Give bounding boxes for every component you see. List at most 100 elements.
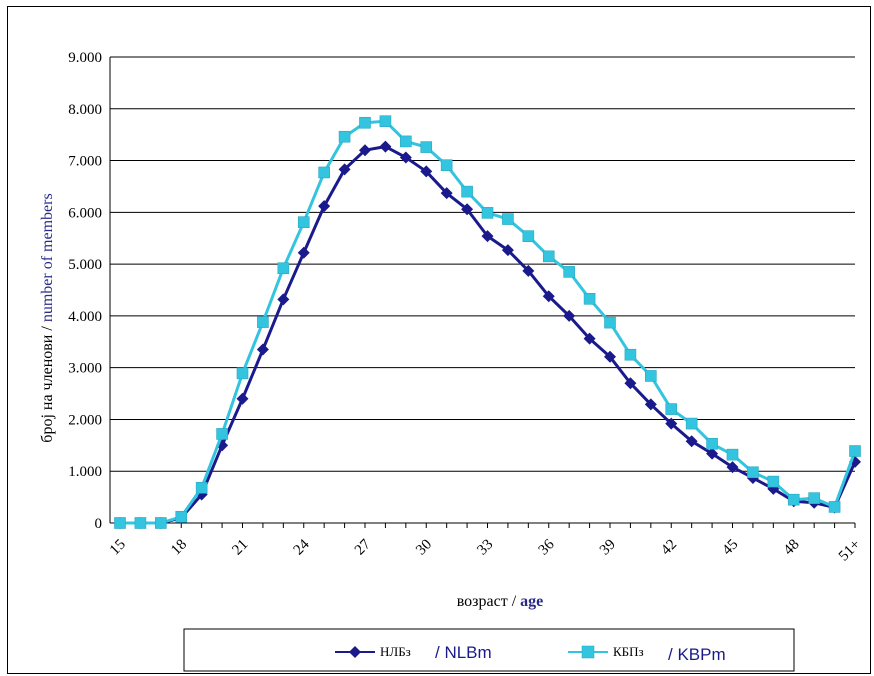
x-tick-label: 39 — [597, 537, 619, 559]
x-tick-label: 45 — [719, 537, 741, 559]
data-point — [359, 144, 371, 157]
data-point — [481, 230, 494, 243]
data-point — [461, 203, 474, 216]
data-point — [583, 332, 596, 345]
x-axis-label-a: возраст / — [457, 593, 517, 610]
data-point — [379, 115, 392, 128]
y-tick-label: 4.000 — [68, 309, 102, 325]
legend-label-a-nlbm: НЛБз — [380, 644, 411, 659]
legend-label-a-kbpm: КБПз — [613, 644, 644, 659]
data-point — [420, 165, 433, 178]
data-point — [849, 445, 861, 457]
y-tick-label: 9.000 — [68, 50, 102, 66]
data-point — [399, 151, 412, 164]
x-axis-label: возраст / age — [457, 593, 544, 610]
data-point — [297, 216, 310, 228]
data-point — [338, 163, 351, 176]
x-tick-label: 21 — [229, 537, 251, 559]
data-point — [379, 140, 392, 153]
y-tick-label: 8.000 — [68, 102, 102, 118]
data-point — [583, 293, 596, 305]
y-tick-label: 3.000 — [68, 361, 102, 377]
data-point — [236, 367, 249, 380]
data-point — [685, 417, 698, 430]
data-point — [359, 116, 371, 129]
data-point — [155, 517, 167, 529]
x-tick-label: 24 — [291, 536, 313, 558]
data-point — [440, 159, 453, 172]
data-point — [277, 293, 290, 306]
x-tick-label: 48 — [781, 537, 803, 559]
series-group — [114, 115, 861, 529]
data-point — [216, 428, 228, 440]
data-point — [318, 200, 331, 213]
x-tick-label: 33 — [474, 537, 496, 559]
y-tick-label: 5.000 — [68, 257, 102, 273]
x-tick-label: 30 — [413, 537, 435, 559]
data-point — [481, 207, 494, 219]
data-point — [685, 435, 698, 448]
x-tick-label: 51+ — [836, 537, 864, 565]
data-point — [114, 517, 126, 529]
data-point — [338, 130, 351, 143]
data-point — [236, 392, 249, 405]
data-point — [195, 481, 208, 494]
data-point — [644, 398, 657, 411]
chart-frame — [7, 6, 871, 674]
data-point — [645, 370, 657, 382]
data-point — [420, 141, 433, 153]
data-point — [808, 492, 820, 504]
x-tick-label: 42 — [658, 537, 680, 559]
legend-label-b-kbpm: / KBPm — [668, 645, 726, 664]
data-point — [134, 517, 147, 529]
legend-item-nlbm: НЛБз / NLBm — [335, 643, 492, 662]
data-point — [787, 493, 800, 506]
data-point — [542, 250, 555, 263]
x-tick-label: 18 — [168, 537, 190, 559]
data-point — [767, 475, 780, 488]
gridlines — [109, 56, 856, 528]
y-axis-label-b: number of members — [39, 193, 56, 322]
legend: НЛБз / NLBm КБПз / KBPm — [183, 628, 795, 672]
data-point — [440, 187, 453, 200]
data-point — [665, 417, 678, 430]
data-point — [624, 348, 637, 361]
data-point — [624, 377, 637, 390]
data-point — [828, 501, 841, 513]
y-axis-label: број на членови / number of members — [39, 193, 56, 442]
x-tick-label: 27 — [352, 536, 374, 558]
y-tick-label: 6.000 — [68, 205, 102, 221]
y-tick-label: 2.000 — [68, 412, 102, 428]
x-tick-label: 15 — [107, 537, 129, 559]
legend-label-b-nlbm: / NLBm — [435, 643, 492, 662]
x-tick-labels: 15 18 21 24 27 30 33 36 39 42 45 48 51+ — [107, 536, 864, 564]
data-point — [604, 316, 616, 329]
series-1 — [114, 115, 861, 529]
y-axis-label-a: број на членови / — [39, 326, 56, 443]
data-point — [175, 510, 188, 523]
data-point — [563, 266, 575, 278]
data-point — [318, 166, 330, 179]
data-point — [400, 135, 412, 148]
y-tick-labels: 0 1.000 2.000 3.000 4.000 5.000 6.000 7.000 8.00… — [68, 50, 102, 532]
data-point — [461, 185, 473, 198]
series-line — [120, 119, 857, 525]
legend-box — [183, 628, 795, 672]
data-point — [706, 447, 719, 460]
data-point — [726, 461, 739, 474]
x-tick-label: 36 — [536, 536, 558, 558]
legend-marker-diamond — [349, 646, 361, 658]
legend-marker-square — [581, 645, 595, 659]
y-tick-label: 1.000 — [68, 464, 102, 480]
data-point — [501, 244, 514, 257]
data-point — [542, 290, 555, 303]
data-point — [706, 437, 718, 450]
data-point — [747, 466, 759, 479]
data-point — [297, 246, 310, 259]
data-point — [256, 343, 269, 356]
data-point — [257, 316, 269, 328]
data-point — [665, 403, 678, 415]
y-tick-label: 0 — [95, 516, 103, 532]
x-axis-label-b: age — [520, 593, 543, 610]
